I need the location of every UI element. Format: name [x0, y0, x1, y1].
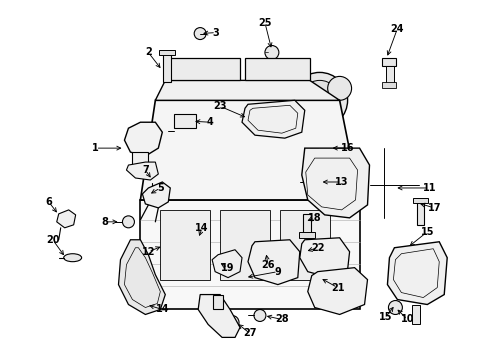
Text: 23: 23 [213, 101, 226, 111]
Polygon shape [247, 240, 299, 285]
Text: 14: 14 [195, 223, 208, 233]
Polygon shape [57, 210, 76, 228]
Circle shape [146, 298, 158, 310]
Bar [174, 114, 196, 128]
Text: 14: 14 [155, 305, 169, 315]
Polygon shape [212, 250, 242, 278]
Text: 10: 10 [400, 314, 413, 324]
Text: 18: 18 [307, 213, 321, 223]
Text: 4: 4 [206, 117, 213, 127]
Text: 28: 28 [274, 314, 288, 324]
Polygon shape [142, 182, 170, 208]
Bar [302, 214, 310, 234]
Text: 21: 21 [330, 283, 344, 293]
Bar [416, 200, 424, 225]
Circle shape [149, 180, 155, 186]
Bar [411, 305, 420, 324]
Polygon shape [307, 268, 367, 315]
Text: 11: 11 [422, 183, 435, 193]
Circle shape [299, 80, 339, 120]
Text: 13: 13 [334, 177, 347, 187]
Polygon shape [140, 100, 359, 200]
Circle shape [139, 134, 147, 142]
Text: 5: 5 [157, 183, 163, 193]
Circle shape [291, 72, 347, 128]
Bar [159, 50, 175, 55]
Circle shape [307, 175, 321, 189]
Polygon shape [140, 200, 359, 310]
Text: 17: 17 [427, 203, 440, 213]
Circle shape [122, 216, 134, 228]
Polygon shape [198, 294, 240, 337]
Bar [298, 232, 314, 238]
Circle shape [194, 28, 206, 40]
Ellipse shape [164, 241, 186, 251]
Bar [163, 53, 171, 82]
Text: 7: 7 [142, 165, 148, 175]
Polygon shape [126, 162, 158, 180]
Bar [382, 82, 396, 88]
Circle shape [327, 76, 351, 100]
Bar [279, 210, 329, 280]
Text: 15: 15 [378, 312, 391, 323]
Polygon shape [301, 148, 369, 218]
Text: 19: 19 [221, 263, 234, 273]
Circle shape [145, 176, 159, 190]
Circle shape [135, 130, 151, 146]
Text: 3: 3 [212, 28, 219, 37]
Text: 26: 26 [261, 260, 274, 270]
Circle shape [177, 116, 187, 126]
Polygon shape [170, 58, 240, 80]
Text: 27: 27 [243, 328, 256, 338]
Polygon shape [299, 238, 349, 278]
Text: 20: 20 [46, 235, 60, 245]
Circle shape [200, 260, 236, 296]
Circle shape [317, 141, 331, 155]
Text: 12: 12 [142, 247, 155, 257]
Bar [160, 210, 210, 280]
Text: 22: 22 [310, 243, 324, 253]
Circle shape [387, 301, 402, 315]
Bar [386, 67, 394, 84]
Circle shape [253, 310, 265, 321]
Text: 1: 1 [92, 143, 99, 153]
Ellipse shape [169, 243, 181, 249]
Bar [213, 294, 223, 310]
Ellipse shape [63, 254, 81, 262]
Text: 2: 2 [145, 48, 151, 58]
Bar [412, 198, 427, 203]
Text: 6: 6 [45, 197, 52, 207]
Circle shape [194, 235, 206, 247]
Text: 25: 25 [258, 18, 271, 28]
Text: 16: 16 [340, 143, 354, 153]
Text: 9: 9 [274, 267, 281, 276]
Polygon shape [118, 240, 165, 315]
Bar [382, 58, 396, 67]
Bar [220, 210, 269, 280]
Polygon shape [386, 242, 447, 305]
Text: 8: 8 [101, 217, 108, 227]
Polygon shape [132, 152, 148, 168]
Polygon shape [155, 80, 339, 100]
Circle shape [208, 268, 227, 288]
Polygon shape [124, 122, 162, 156]
Circle shape [169, 126, 179, 136]
Circle shape [224, 315, 239, 329]
Polygon shape [244, 58, 309, 80]
Text: 15: 15 [420, 227, 433, 237]
Polygon shape [242, 100, 304, 138]
Circle shape [264, 45, 278, 59]
Text: 24: 24 [390, 24, 403, 33]
